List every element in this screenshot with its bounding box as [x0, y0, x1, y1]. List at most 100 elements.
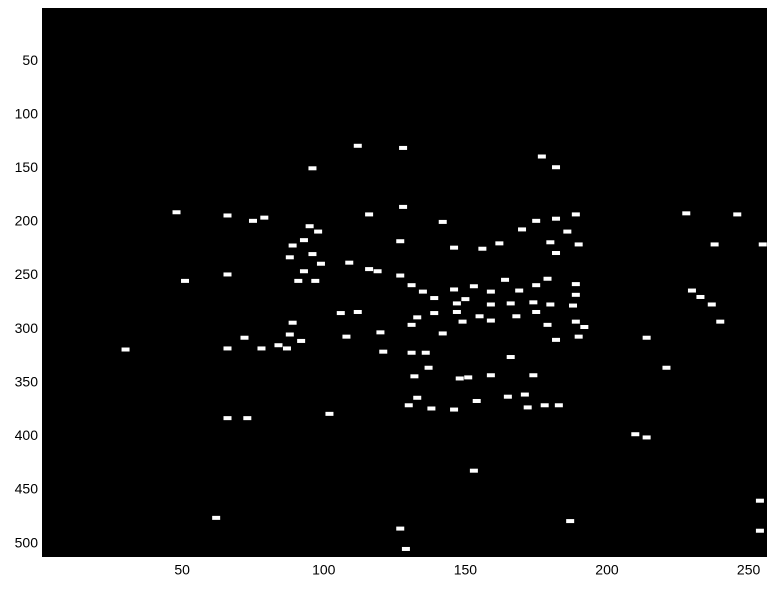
bright-spot: [425, 366, 433, 370]
bright-spot: [365, 212, 373, 216]
bright-spot: [223, 416, 231, 420]
bright-spot: [283, 346, 291, 350]
bright-spot: [708, 302, 716, 306]
bright-spot: [662, 366, 670, 370]
bright-spot: [546, 240, 554, 244]
bright-spot: [408, 283, 416, 287]
bright-spot: [696, 295, 704, 299]
bright-spot: [532, 219, 540, 223]
bright-spot: [566, 519, 574, 523]
bright-spot: [544, 323, 552, 327]
bright-spot: [453, 301, 461, 305]
bright-spot: [504, 395, 512, 399]
bright-spot: [456, 376, 464, 380]
bright-spot: [286, 333, 294, 337]
bright-spot: [552, 217, 560, 221]
x-tick-label: 250: [737, 562, 761, 578]
bright-spot: [470, 284, 478, 288]
bright-spot: [546, 302, 554, 306]
chart: 5010015020025050100150200250300350400450…: [0, 0, 767, 584]
bright-spot: [308, 166, 316, 170]
bright-spot: [507, 301, 515, 305]
bright-spot: [529, 373, 537, 377]
bright-spot: [464, 375, 472, 379]
bright-spot: [181, 279, 189, 283]
bright-spot: [532, 310, 540, 314]
bright-spot: [297, 339, 305, 343]
bright-spot: [413, 315, 421, 319]
y-tick-label: 250: [15, 266, 39, 282]
bright-spot: [487, 302, 495, 306]
bright-spot: [410, 374, 418, 378]
bright-spot: [243, 416, 251, 420]
bright-spot: [524, 405, 532, 409]
x-tick-label: 50: [174, 562, 190, 578]
bright-spot: [374, 269, 382, 273]
bright-spot: [575, 335, 583, 339]
bright-spot: [580, 325, 588, 329]
bright-spot: [402, 547, 410, 551]
bright-spot: [711, 242, 719, 246]
bright-spot: [470, 469, 478, 473]
bright-spot: [325, 412, 333, 416]
bright-spot: [575, 242, 583, 246]
bright-spot: [422, 351, 430, 355]
y-tick-label: 400: [15, 427, 39, 443]
bright-spot: [223, 272, 231, 276]
bright-spot: [521, 393, 529, 397]
bright-spot: [461, 297, 469, 301]
y-tick-label: 150: [15, 159, 39, 175]
y-tick-label: 200: [15, 213, 39, 229]
bright-spot: [396, 274, 404, 278]
bright-spot: [569, 304, 577, 308]
bright-spot: [311, 279, 319, 283]
bright-spot: [572, 320, 580, 324]
bright-spot: [541, 403, 549, 407]
bright-spot: [430, 296, 438, 300]
bright-spot: [354, 310, 362, 314]
bright-spot: [399, 146, 407, 150]
x-tick-label: 100: [312, 562, 336, 578]
bright-spot: [532, 283, 540, 287]
x-tick-label: 150: [454, 562, 478, 578]
bright-spot: [552, 251, 560, 255]
bright-spot: [223, 346, 231, 350]
y-tick-label: 100: [15, 105, 39, 121]
bright-spot: [337, 311, 345, 315]
bright-spot: [450, 287, 458, 291]
bright-spot: [459, 320, 467, 324]
bright-spot: [240, 336, 248, 340]
bright-spot: [286, 255, 294, 259]
bright-spot: [552, 165, 560, 169]
bright-spot: [413, 396, 421, 400]
bright-spot: [354, 144, 362, 148]
bright-spot: [688, 289, 696, 293]
bright-spot: [439, 220, 447, 224]
bright-spot: [643, 435, 651, 439]
bright-spot: [759, 242, 767, 246]
bright-spot: [396, 239, 404, 243]
bright-spot: [682, 211, 690, 215]
bright-spot: [289, 321, 297, 325]
bright-spot: [300, 269, 308, 273]
bright-spot: [212, 516, 220, 520]
bright-spot: [306, 224, 314, 228]
bright-spot: [405, 403, 413, 407]
bright-spot: [376, 330, 384, 334]
y-tick-label: 500: [15, 534, 39, 550]
bright-spot: [450, 246, 458, 250]
bright-spot: [453, 310, 461, 314]
bright-spot: [495, 241, 503, 245]
page: 5010015020025050100150200250300350400450…: [0, 0, 767, 584]
bright-spot: [631, 432, 639, 436]
bright-spot: [529, 300, 537, 304]
y-tick-label: 300: [15, 320, 39, 336]
y-tick-label: 50: [22, 52, 38, 68]
bright-spot: [512, 314, 520, 318]
bright-spot: [473, 399, 481, 403]
bright-spot: [563, 230, 571, 234]
bright-spot: [396, 527, 404, 531]
bright-spot: [379, 350, 387, 354]
bright-spot: [507, 355, 515, 359]
bright-spot: [345, 261, 353, 265]
